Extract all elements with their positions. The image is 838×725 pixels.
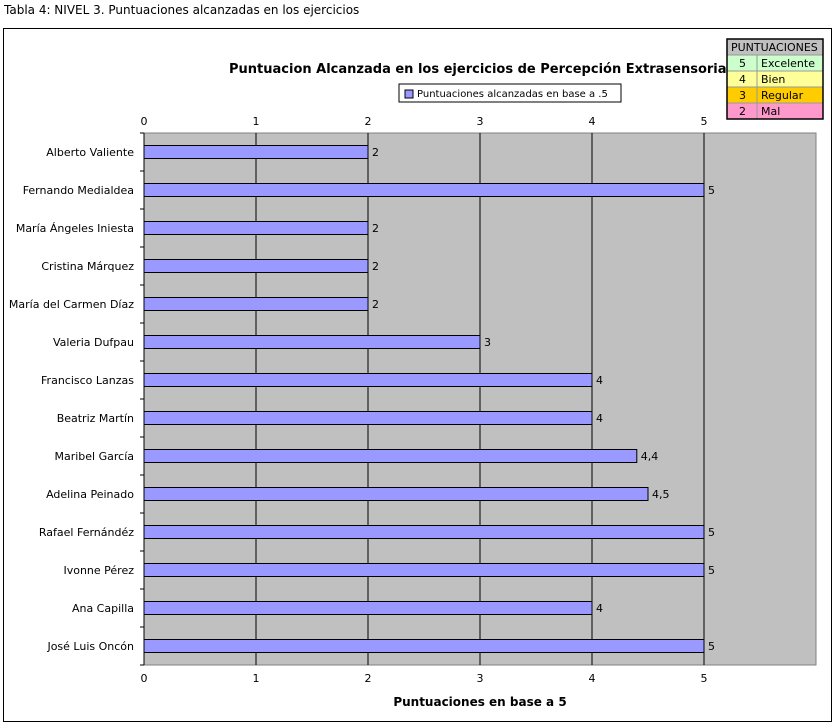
bar	[143, 145, 369, 159]
scale-score: 4	[739, 73, 746, 86]
scale-score: 5	[739, 57, 746, 70]
bar	[143, 373, 593, 387]
scale-header: PUNTUACIONES	[731, 41, 818, 54]
x-tick-label-bottom: 3	[477, 672, 484, 685]
data-label: 2	[372, 260, 379, 273]
category-label: Rafael Fernándéz	[39, 526, 134, 539]
x-axis-label: Puntuaciones en base a 5	[393, 695, 566, 709]
x-tick-label-top: 3	[477, 115, 484, 128]
plot-area	[140, 132, 817, 666]
score-scale-table: PUNTUACIONES 5 Excelente 4 Bien 3 Regular 2 Mal	[726, 38, 824, 120]
category-label: José Luis Oncón	[46, 640, 134, 653]
x-tick-label-bottom: 2	[365, 672, 372, 685]
legend-box	[398, 83, 622, 103]
data-label: 5	[708, 640, 715, 653]
data-label: 5	[708, 184, 715, 197]
legend: Puntuaciones alcanzadas en base a .5	[398, 83, 622, 103]
data-label: 4,4	[641, 450, 659, 463]
legend-swatch	[404, 89, 414, 99]
category-label: Fernando Medialdea	[23, 184, 134, 197]
bar	[143, 449, 638, 463]
x-tick-label-top: 2	[365, 115, 372, 128]
scale-label: Mal	[761, 105, 780, 118]
data-label: 2	[372, 146, 379, 159]
category-label: Francisco Lanzas	[41, 374, 134, 387]
bar	[143, 183, 705, 197]
figure-caption: Tabla 4: NIVEL 3. Puntuaciones alcanzada…	[4, 3, 360, 17]
category-label: Cristina Márquez	[41, 260, 134, 273]
bars	[143, 145, 705, 653]
data-label: 3	[484, 336, 491, 349]
bar	[143, 487, 649, 501]
data-label: 4	[596, 602, 603, 615]
x-tick-label-bottom: 5	[701, 672, 708, 685]
data-label: 5	[708, 526, 715, 539]
category-label: María Ángeles Iniesta	[16, 222, 134, 235]
category-label: Ana Capilla	[72, 602, 134, 615]
x-tick-label-top: 1	[253, 115, 260, 128]
category-label: Alberto Valiente	[46, 146, 134, 159]
category-label: Ivonne Pérez	[63, 564, 134, 577]
bar	[143, 639, 705, 653]
x-tick-label-top: 0	[141, 115, 148, 128]
category-label: Valeria Dufpau	[53, 336, 134, 349]
chart-title: Puntuacion Alcanzada en los ejercicios d…	[229, 62, 731, 77]
x-tick-label-bottom: 4	[589, 672, 596, 685]
scale-label: Bien	[761, 73, 785, 86]
bar	[143, 563, 705, 577]
x-tick-label-top: 5	[701, 115, 708, 128]
data-label: 4	[596, 412, 603, 425]
x-tick-label-top: 4	[589, 115, 596, 128]
data-label: 4	[596, 374, 603, 387]
category-label: Beatriz Martín	[57, 412, 134, 425]
bar	[143, 525, 705, 539]
scale-score: 3	[739, 89, 746, 102]
scale-score: 2	[739, 105, 746, 118]
bar	[143, 221, 369, 235]
scale-label: Excelente	[761, 57, 815, 70]
bar	[143, 297, 369, 311]
bar	[143, 411, 593, 425]
chart-frame: 0 1 2 3 4 5 0 1 2 3 4 5 2 Alberto Valiente 5 Fernando M…	[3, 28, 832, 722]
labels: 0 1 2 3 4 5 0 1 2 3 4 5 2 Alberto Valiente 5 Fernando M…	[9, 115, 715, 685]
category-label: María del Carmen Díaz	[9, 298, 134, 311]
x-tick-label-bottom: 1	[253, 672, 260, 685]
bar-chart: 0 1 2 3 4 5 0 1 2 3 4 5 2 Alberto Valiente 5 Fernando M…	[9, 38, 824, 709]
bar	[143, 335, 481, 349]
x-tick-label-bottom: 0	[141, 672, 148, 685]
scale-table-border	[726, 38, 824, 120]
legend-label: Puntuaciones alcanzadas en base a .5	[417, 89, 608, 100]
data-label: 5	[708, 564, 715, 577]
data-label: 2	[372, 222, 379, 235]
data-label: 4,5	[652, 488, 670, 501]
bar	[143, 601, 593, 615]
category-label: Maribel García	[54, 450, 134, 463]
data-label: 2	[372, 298, 379, 311]
category-label: Adelina Peinado	[46, 488, 134, 501]
bar	[143, 259, 369, 273]
scale-label: Regular	[761, 89, 804, 102]
